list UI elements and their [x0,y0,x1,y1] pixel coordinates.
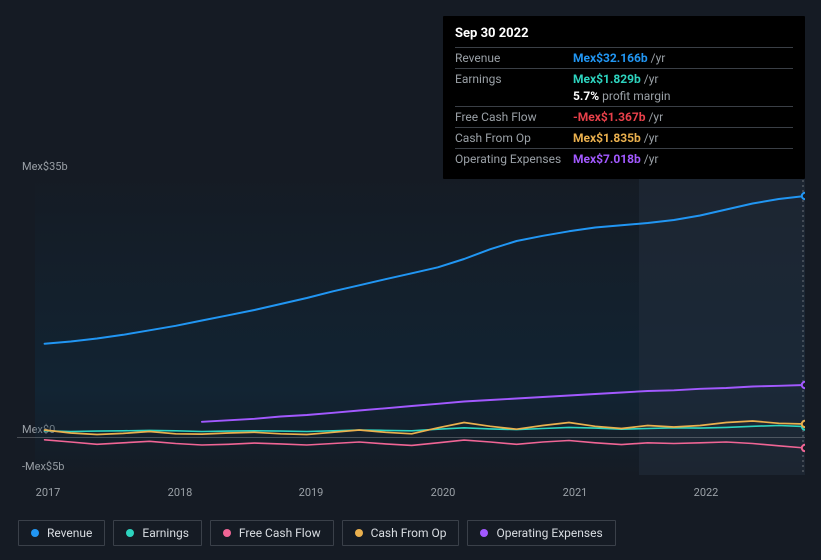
tooltip-row-fcf: Free Cash Flow -Mex$1.367b /yr [455,106,793,127]
tooltip-row-earnings: Earnings Mex$1.829b /yr [455,68,793,89]
legend-swatch [223,529,231,537]
legend-swatch [480,529,488,537]
legend-item-cfo[interactable]: Cash From Op [342,520,460,546]
tooltip-unit: /yr [644,131,659,145]
legend-label: Revenue [47,526,92,540]
x-tick-label: 2019 [299,486,324,499]
tooltip-panel: Sep 30 2022 Revenue Mex$32.166b /yr Earn… [443,16,805,179]
x-tick-label: 2021 [563,486,588,499]
legend-label: Cash From Op [371,526,447,540]
legend-item-opex[interactable]: Operating Expenses [467,520,615,546]
tooltip-label: Free Cash Flow [455,110,573,124]
legend-swatch [31,529,39,537]
legend-label: Free Cash Flow [239,526,321,540]
series-end-dot-fcf [802,445,805,451]
tooltip-unit: /yr [648,110,663,124]
tooltip-date: Sep 30 2022 [455,24,793,47]
series-end-dot-cfo [802,421,805,427]
x-tick-label: 2020 [431,486,456,499]
line-chart [17,175,805,475]
tooltip-value: Mex$1.835b [573,131,641,145]
legend-label: Operating Expenses [496,526,602,540]
tooltip-unit: /yr [644,72,659,86]
x-tick-label: 2022 [694,486,719,499]
tooltip-value: Mex$7.018b [573,152,641,166]
tooltip-value: -Mex$1.367b [573,110,645,124]
series-end-dot-revenue [802,193,805,199]
legend-swatch [355,529,363,537]
highlight-band [639,175,805,475]
tooltip-label: Operating Expenses [455,152,573,166]
legend-label: Earnings [142,526,189,540]
x-tick-label: 2017 [36,486,61,499]
legend-item-revenue[interactable]: Revenue [18,520,105,546]
legend-item-fcf[interactable]: Free Cash Flow [210,520,334,546]
tooltip-label: Earnings [455,72,573,86]
tooltip-value: Mex$32.166b [573,51,648,65]
y-tick-label: Mex$35b [22,160,68,173]
tooltip-subvalue: 5.7% [573,89,599,103]
series-end-dot-opex [802,382,805,388]
tooltip-label: Cash From Op [455,131,573,145]
tooltip-subtext: profit margin [602,89,670,103]
tooltip-unit: /yr [644,152,659,166]
tooltip-value: Mex$1.829b [573,72,641,86]
tooltip-label: Revenue [455,51,573,65]
legend: Revenue Earnings Free Cash Flow Cash Fro… [18,520,616,546]
tooltip-row-earnings-sub: 5.7% profit margin [455,89,793,106]
tooltip-row-opex: Operating Expenses Mex$7.018b /yr [455,148,793,169]
legend-item-earnings[interactable]: Earnings [113,520,202,546]
tooltip-unit: /yr [651,51,666,65]
x-tick-label: 2018 [168,486,193,499]
legend-swatch [126,529,134,537]
tooltip-row-revenue: Revenue Mex$32.166b /yr [455,47,793,68]
tooltip-row-cfo: Cash From Op Mex$1.835b /yr [455,127,793,148]
